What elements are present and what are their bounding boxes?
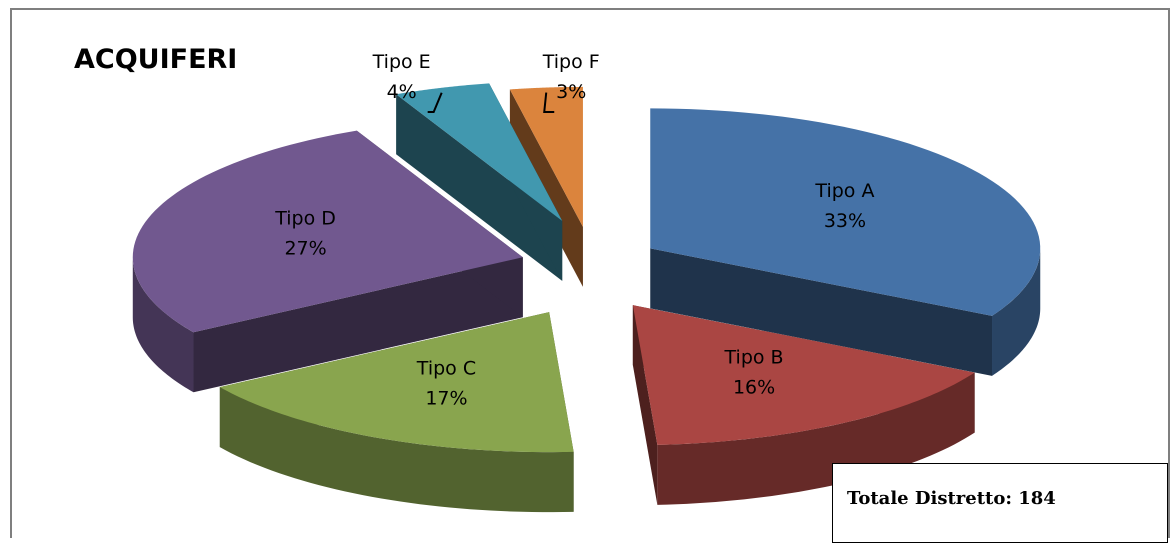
slice-value-tipo-c: 17% [425,387,467,409]
slice-label-tipo-f: Tipo F [542,51,600,73]
slice-tipo-a [650,108,1041,376]
slice-top-tipo-a [650,108,1041,316]
slice-label-tipo-a: Tipo A [814,180,874,202]
leader-line-tipo-e [427,92,443,113]
slice-top-tipo-c [219,312,574,453]
total-box: Totale Distretto: 184 [832,463,1168,543]
slice-top-tipo-b [632,305,975,445]
slice-tipo-e [396,83,563,281]
slice-tipo-b [632,305,975,505]
slice-tipo-c [219,312,574,513]
slice-tipo-f [509,86,583,287]
slice-label-tipo-b: Tipo B [724,347,784,369]
slice-value-tipo-b: 16% [733,377,775,399]
chart-title: ACQUIFERI [74,44,238,75]
slice-value-tipo-e: 4% [387,81,417,103]
slice-top-tipo-d [132,130,523,333]
slice-top-tipo-f [509,86,583,227]
slice-value-tipo-a: 33% [824,210,866,232]
slice-value-tipo-f: 3% [556,81,586,103]
leader-line-tipo-f [543,92,555,113]
slice-top-tipo-e [396,83,563,221]
slice-label-tipo-c: Tipo C [416,357,476,379]
slice-label-tipo-d: Tipo D [274,208,336,230]
total-text: Totale Distretto: 184 [847,488,1056,509]
slice-tipo-d [132,130,523,393]
slice-label-tipo-e: Tipo E [372,51,431,73]
slice-value-tipo-d: 27% [284,238,326,260]
